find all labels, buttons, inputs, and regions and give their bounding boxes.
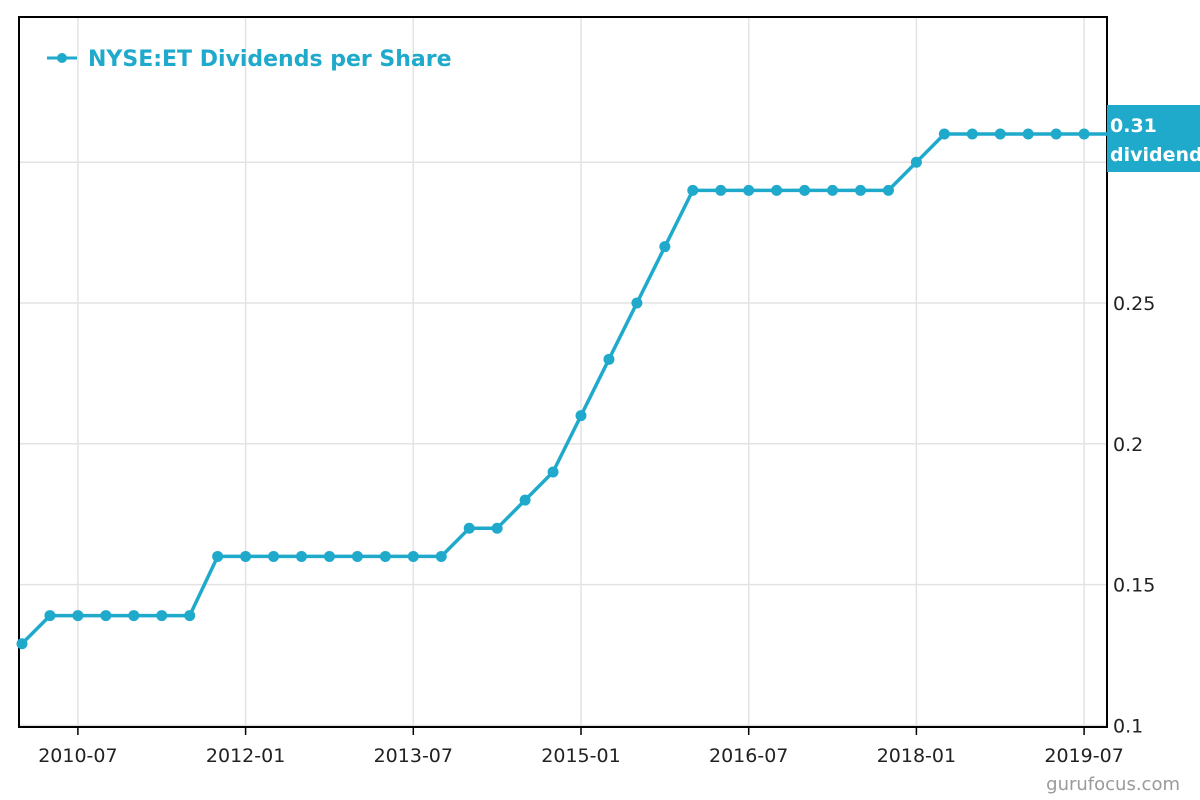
data-point[interactable] <box>519 494 531 506</box>
x-tick-label: 2015-01 <box>541 745 620 767</box>
data-point[interactable] <box>966 128 978 140</box>
data-point[interactable] <box>715 184 727 196</box>
last-value-badge: 0.31 dividend <box>1107 105 1200 172</box>
data-point[interactable] <box>799 184 811 196</box>
legend[interactable]: NYSE:ET Dividends per Share <box>47 47 452 72</box>
data-point[interactable] <box>659 241 671 253</box>
data-point[interactable] <box>882 184 894 196</box>
y-tick-label: 0.1 <box>1113 715 1143 737</box>
x-tick-label: 2018-01 <box>877 745 956 767</box>
data-point[interactable] <box>296 550 307 562</box>
badge-value: 0.31 <box>1110 115 1157 137</box>
legend-marker-icon <box>57 53 67 63</box>
data-point[interactable] <box>72 610 84 622</box>
badge-background <box>1107 105 1200 172</box>
watermark: gurufocus.com <box>1046 774 1180 795</box>
x-tick-label: 2010-07 <box>38 745 117 767</box>
x-tick-label: 2012-01 <box>206 745 285 767</box>
data-point[interactable] <box>16 638 28 650</box>
data-point[interactable] <box>212 550 224 562</box>
x-axis-ticks: 2010-07 2012-01 2013-07 2015-01 2016-07 2018-… <box>38 727 1124 767</box>
data-point[interactable] <box>156 610 168 622</box>
data-point[interactable] <box>855 184 866 196</box>
x-tick-label: 2013-07 <box>374 745 453 767</box>
data-point[interactable] <box>603 353 615 365</box>
series-layer <box>16 128 1146 650</box>
data-point[interactable] <box>1050 128 1062 140</box>
data-point[interactable] <box>100 610 112 622</box>
data-point[interactable] <box>1022 128 1034 140</box>
data-point[interactable] <box>407 550 419 562</box>
data-point[interactable] <box>240 550 252 562</box>
legend-label: NYSE:ET Dividends per Share <box>88 47 452 72</box>
data-point[interactable] <box>1078 128 1090 140</box>
x-tick-label: 2016-07 <box>709 745 788 767</box>
data-point[interactable] <box>938 128 950 140</box>
data-point[interactable] <box>268 550 280 562</box>
badge-label: dividend <box>1110 144 1200 166</box>
y-tick-label: 0.25 <box>1113 293 1155 315</box>
data-point[interactable] <box>435 550 447 562</box>
y-axis-ticks: 0.1 0.15 0.2 0.25 <box>1113 293 1155 737</box>
data-point[interactable] <box>379 550 391 562</box>
data-point[interactable] <box>323 550 335 562</box>
data-point[interactable] <box>351 550 363 562</box>
grid-lines <box>19 17 1107 727</box>
data-point[interactable] <box>463 522 475 534</box>
data-point[interactable] <box>994 128 1006 140</box>
data-point[interactable] <box>827 184 839 196</box>
y-tick-label: 0.15 <box>1113 575 1155 597</box>
plot-frame <box>18 16 1108 728</box>
data-point[interactable] <box>184 610 196 622</box>
data-point[interactable] <box>910 156 922 168</box>
data-point[interactable] <box>575 410 587 422</box>
x-tick-label: 2019-07 <box>1044 745 1123 767</box>
data-point[interactable] <box>547 466 559 478</box>
data-point[interactable] <box>743 184 755 196</box>
data-point[interactable] <box>44 610 56 622</box>
data-point[interactable] <box>128 610 140 622</box>
data-point[interactable] <box>491 522 503 534</box>
data-point[interactable] <box>631 297 643 309</box>
y-tick-label: 0.2 <box>1113 434 1143 456</box>
data-point[interactable] <box>687 184 699 196</box>
data-point[interactable] <box>771 184 783 196</box>
